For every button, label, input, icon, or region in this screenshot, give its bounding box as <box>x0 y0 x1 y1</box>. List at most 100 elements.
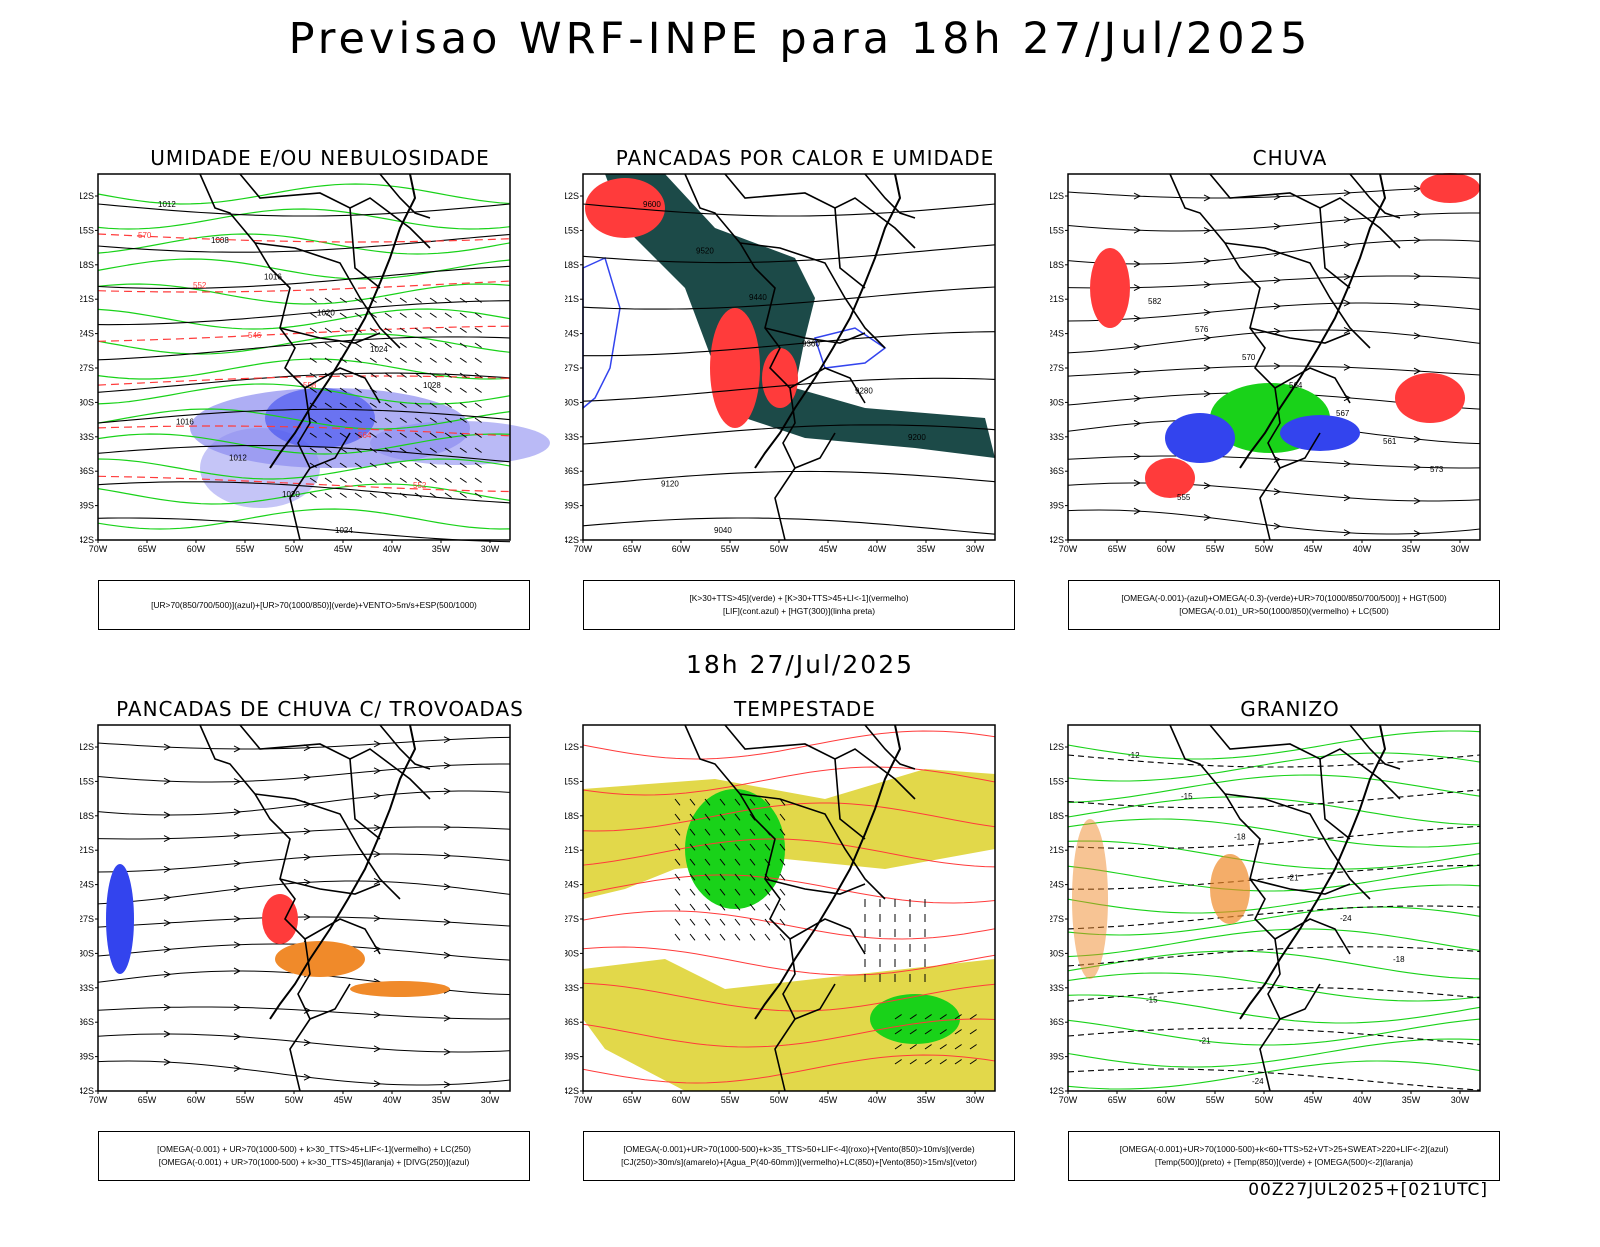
lat-tick-label: 18S <box>80 260 94 270</box>
panel-title: TEMPESTADE <box>565 697 1045 721</box>
legend-box: [UR>70(850/700/500)](azul)+[UR>70(1000/8… <box>98 580 530 630</box>
lat-tick-label: 30S <box>565 948 579 958</box>
map-plot-umidade: 1012100810161020102410281016101210201024… <box>80 168 560 563</box>
legend-line: [Temp(500)](preto) + [Temp(850)](verde) … <box>1069 1156 1499 1169</box>
wind-vector <box>765 904 770 910</box>
wind-vector <box>675 934 680 940</box>
hgt-label: 570 <box>1242 353 1256 362</box>
lat-tick-label: 33S <box>1050 983 1064 993</box>
lon-tick-label: 55W <box>236 1095 255 1105</box>
rain-red-region <box>1090 248 1130 328</box>
lat-tick-label: 27S <box>565 914 579 924</box>
lon-tick-label: 45W <box>1304 544 1323 554</box>
wind-vector <box>675 904 680 910</box>
streamline <box>1068 483 1480 501</box>
lon-tick-label: 70W <box>89 544 108 554</box>
wind-vector <box>325 358 332 363</box>
wind-vector <box>475 478 482 483</box>
contour-label: 1028 <box>423 381 441 390</box>
thickness-contour <box>98 234 510 242</box>
lat-tick-label: 12S <box>1050 742 1064 752</box>
wind-vector <box>750 934 755 940</box>
legend-line: [OMEGA(-0.001) + UR>70(1000-500) + k>30_… <box>99 1156 529 1169</box>
wind-vector <box>415 358 422 363</box>
wind-vector <box>780 904 785 910</box>
lat-tick-label: 18S <box>565 260 579 270</box>
streamline <box>98 1061 510 1085</box>
humidity-green-contour <box>98 309 510 329</box>
wind-vector <box>415 313 422 318</box>
legend-line: [OMEGA(-0.001) + UR>70(1000-500) + k>30_… <box>99 1143 529 1156</box>
wind-vector <box>705 934 710 940</box>
streamline <box>98 917 510 927</box>
convection-dark-region <box>605 174 995 458</box>
lat-tick-label: 12S <box>80 191 94 201</box>
legend-box: [OMEGA(-0.001) + UR>70(1000-500) + k>30_… <box>98 1131 530 1181</box>
lat-tick-label: 27S <box>1050 914 1064 924</box>
lat-tick-label: 27S <box>1050 363 1064 373</box>
map-frame <box>1068 725 1480 1091</box>
lat-tick-label: 21S <box>80 294 94 304</box>
legend-box: [OMEGA(-0.001)+UR>70(1000-500)+k>35_TTS>… <box>583 1131 1015 1181</box>
coastline <box>1240 725 1385 1019</box>
contour-label: 1020 <box>317 309 335 318</box>
wind-vector <box>370 478 377 483</box>
rain-red-region <box>1420 173 1480 203</box>
lat-tick-label: 24S <box>80 329 94 339</box>
lat-tick-label: 18S <box>565 811 579 821</box>
wind-vector <box>445 343 452 348</box>
wind-vector <box>475 358 482 363</box>
wind-vector <box>415 298 422 303</box>
wind-vector <box>355 493 362 498</box>
contour-label: -24 <box>1340 914 1352 923</box>
wind-vector <box>750 919 755 925</box>
lat-tick-label: 15S <box>80 225 94 235</box>
contour-label: 9360 <box>802 340 820 349</box>
lif-blue-contour <box>583 258 620 408</box>
temp850-green-contour <box>1068 865 1480 891</box>
humidity-green-contour <box>98 209 510 229</box>
wind-vector <box>445 313 452 318</box>
lon-tick-label: 50W <box>770 544 789 554</box>
lon-tick-label: 40W <box>1353 544 1372 554</box>
streamline <box>98 827 510 839</box>
lat-tick-label: 21S <box>565 845 579 855</box>
lon-tick-label: 40W <box>383 544 402 554</box>
lon-tick-label: 60W <box>187 1095 206 1105</box>
lat-tick-label: 15S <box>80 776 94 786</box>
wind-vector <box>400 463 407 468</box>
legend-line: [OMEGA(-0.001)-(azul)+OMEGA(-0.3)-(verde… <box>1069 592 1499 605</box>
lat-tick-label: 27S <box>80 914 94 924</box>
lat-tick-label: 15S <box>1050 225 1064 235</box>
lat-tick-label: 24S <box>1050 329 1064 339</box>
wind-vector <box>445 298 452 303</box>
temp850-green-contour <box>1068 951 1480 979</box>
lat-tick-label: 33S <box>565 432 579 442</box>
lon-tick-label: 50W <box>1255 544 1274 554</box>
streamline <box>1068 240 1480 264</box>
lon-tick-label: 40W <box>868 1095 887 1105</box>
lon-tick-label: 35W <box>917 544 936 554</box>
lon-tick-label: 35W <box>917 1095 936 1105</box>
contour-line <box>98 235 510 253</box>
lat-tick-label: 24S <box>565 329 579 339</box>
hgt-label: 567 <box>1336 409 1350 418</box>
lon-tick-label: 65W <box>138 544 157 554</box>
thunder-red-region <box>262 894 298 944</box>
lat-tick-label: 33S <box>80 432 94 442</box>
lon-tick-label: 40W <box>383 1095 402 1105</box>
wind-vector <box>780 934 785 940</box>
lat-tick-label: 18S <box>1050 811 1064 821</box>
lon-tick-label: 35W <box>432 1095 451 1105</box>
lon-tick-label: 70W <box>89 1095 108 1105</box>
legend-line: [OMEGA(-0.001)+UR>70(1000-500)+k>35_TTS>… <box>584 1143 1014 1156</box>
legend-line: [OMEGA(-0.001)+UR>70(1000-500)+k<60+TTS>… <box>1069 1143 1499 1156</box>
wind-green-region <box>870 994 960 1044</box>
wind-vector <box>460 388 467 393</box>
wind-vector <box>460 478 467 483</box>
lat-tick-label: 36S <box>565 1017 579 1027</box>
streamline-850 <box>583 911 995 939</box>
